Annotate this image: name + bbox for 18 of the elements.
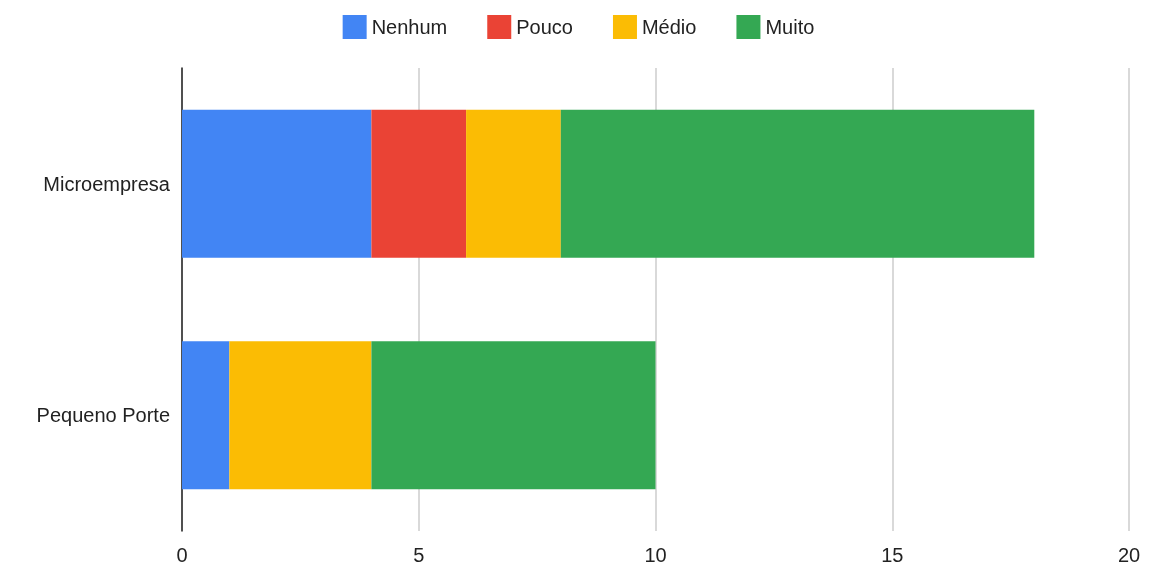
x-tick-label: 20	[1117, 544, 1141, 566]
legend-label: Muito	[765, 16, 815, 38]
bar	[182, 109, 372, 258]
legend-label: Médio	[641, 16, 697, 38]
x-tick-label: 10	[644, 544, 667, 566]
x-tick-label: 15	[881, 544, 904, 566]
legend-label: Nenhum	[371, 16, 448, 38]
bar	[466, 109, 561, 258]
bar	[560, 109, 1035, 258]
bar	[229, 341, 372, 490]
x-tick-label: 0	[176, 544, 188, 566]
bar	[182, 341, 230, 490]
x-tick-label: 5	[413, 544, 425, 566]
bar	[371, 341, 656, 490]
y-tick-label: Microempresa	[43, 172, 171, 195]
bar	[371, 109, 467, 258]
y-tick-label: Pequeno Porte	[36, 404, 170, 427]
legend-label: Pouco	[516, 16, 573, 38]
